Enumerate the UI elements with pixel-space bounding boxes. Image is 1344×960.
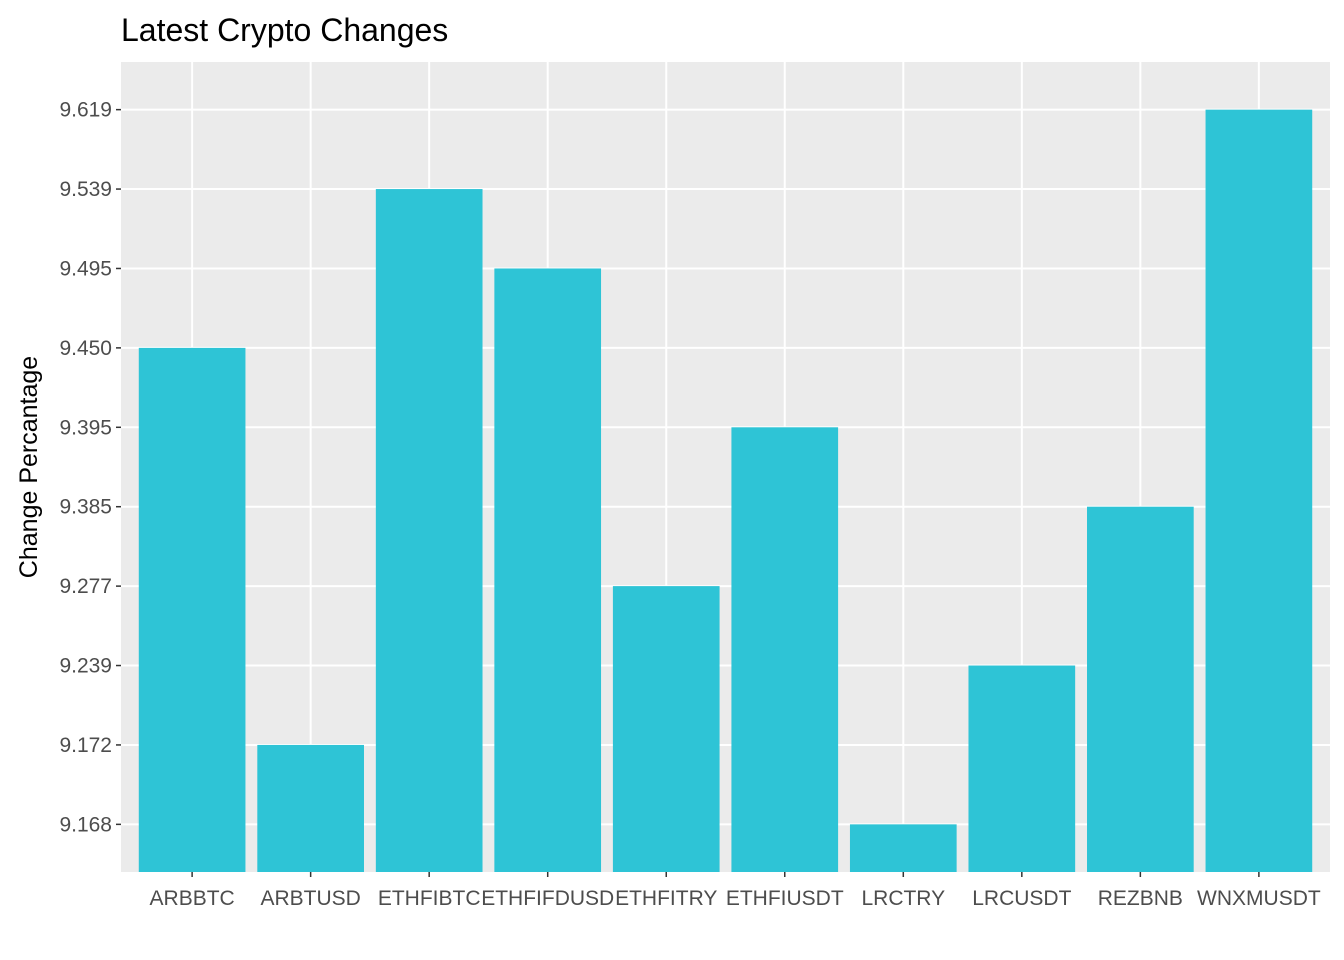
bar-rezbnb [1087,506,1194,872]
y-axis-label: Change Percantage [15,356,43,578]
bar-lrctry [849,824,957,872]
x-tick-label: ETHFIBTC [378,887,481,910]
y-tick-label: 9.619 [59,99,112,122]
y-tick-label: 9.168 [59,813,112,836]
bar-arbtusd [257,744,364,872]
bar-arbbtc [138,347,246,873]
y-axis: 9.168 9.172 9.239 9.277 9.385 9.395 9.450 9.495… [59,99,121,836]
x-tick-label: REZBNB [1098,887,1183,910]
x-tick-label: ETHFIFDUSD [481,887,614,910]
x-tick-label: WNXMUSDT [1197,887,1321,910]
x-tick-label: ETHFITRY [615,887,717,910]
chart-title: Latest Crypto Changes [121,12,448,48]
y-tick-label: 9.395 [59,416,112,439]
bar-lrcusdt [968,665,1076,872]
bar-ethfiusdt [731,427,839,872]
x-tick-label: LRCTRY [861,887,945,910]
y-tick-label: 9.539 [59,178,112,201]
y-tick-label: 9.495 [59,257,112,280]
bar-wnxmusdt [1205,109,1313,873]
y-tick-label: 9.450 [59,337,112,360]
bar-ethfitry [612,586,720,872]
y-tick-label: 9.172 [59,734,112,757]
bar-ethfibtc [375,189,483,872]
x-tick-label: ARBTUSD [260,887,360,910]
y-tick-label: 9.277 [59,575,112,598]
x-tick-label: ETHFIUSDT [726,887,844,910]
x-tick-label: ARBBTC [150,887,235,910]
x-axis: ARBBTC ARBTUSD ETHFIBTC ETHFIFDUSD ETHFITRY E… [150,872,1321,910]
y-tick-label: 9.385 [59,496,112,519]
bars [138,109,1313,873]
y-tick-label: 9.239 [59,655,112,678]
bar-ethfifdusd [494,268,602,872]
x-tick-label: LRCUSDT [972,887,1071,910]
